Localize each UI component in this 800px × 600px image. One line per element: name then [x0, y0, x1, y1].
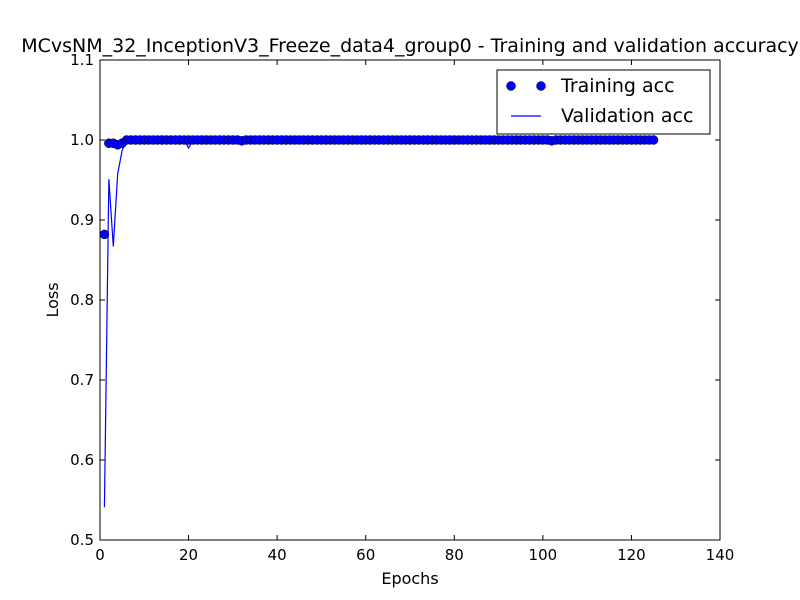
x-tick-label: 140 — [706, 546, 735, 564]
x-tick-label: 80 — [445, 546, 464, 564]
x-tick-label: 40 — [268, 546, 287, 564]
y-tick-label: 0.5 — [70, 531, 94, 549]
legend: Training acc Validation acc — [496, 69, 711, 135]
training-acc-points — [99, 135, 659, 240]
y-tick-label: 0.9 — [70, 211, 94, 229]
legend-training-marker-2 — [536, 81, 546, 91]
series-layer — [99, 135, 659, 508]
training-acc-point — [648, 135, 659, 145]
tick-labels: 0 20 40 60 80 100 120 140 0.5 0.6 0.7 0.8 0.9 1.0 1.1 — [70, 51, 734, 564]
x-axis-title: Epochs — [381, 569, 438, 588]
x-tick-label: 120 — [617, 546, 646, 564]
y-tick-label: 0.6 — [70, 451, 94, 469]
y-tick-label: 0.7 — [70, 371, 94, 389]
y-tick-label: 0.8 — [70, 291, 94, 309]
legend-training-marker-1 — [506, 81, 516, 91]
legend-training-label: Training acc — [560, 75, 675, 97]
chart-title: MCvsNM_32_InceptionV3_Freeze_data4_group… — [21, 35, 799, 57]
y-axis-title: Loss — [43, 282, 62, 317]
tick-marks — [99, 59, 721, 541]
y-tick-label: 1.1 — [70, 51, 94, 69]
x-tick-label: 0 — [95, 546, 105, 564]
legend-box — [496, 69, 711, 135]
x-tick-label: 20 — [179, 546, 198, 564]
y-tick-label: 1.0 — [70, 131, 94, 149]
x-tick-label: 60 — [356, 546, 375, 564]
training-acc-point — [99, 229, 110, 240]
legend-validation-label: Validation acc — [561, 105, 693, 127]
x-tick-label: 100 — [529, 546, 558, 564]
